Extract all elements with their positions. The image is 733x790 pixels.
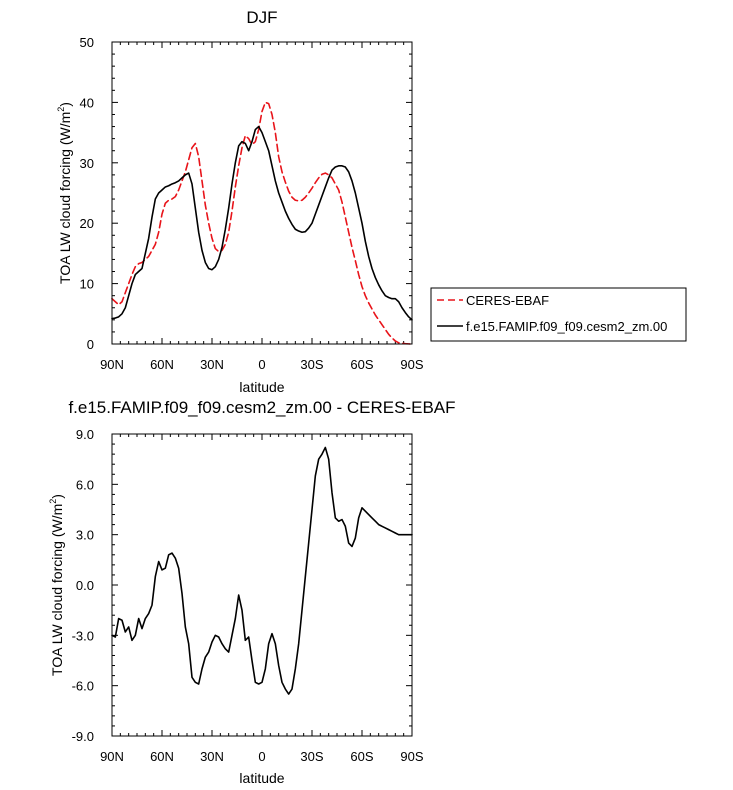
y-tick-label: 0 [87,337,94,352]
y-axis-label-superscript: 2 [48,499,58,504]
x-tick-label: 90N [100,357,124,372]
x-tick-label: 30N [200,357,224,372]
chart-title: f.e15.FAMIP.f09_f09.cesm2_zm.00 - CERES-… [68,398,455,417]
y-tick-label: -3.0 [72,628,94,643]
y-axis-label-main: TOA LW cloud forcing (W/m [57,112,73,284]
series-group [111,446,413,695]
y-axis-label-main: TOA LW cloud forcing (W/m [49,504,65,676]
y-tick-labels: -9.0 -6.0 -3.0 0.0 3.0 6.0 9.0 [72,427,94,744]
x-tick-label: 90N [100,749,124,764]
legend-box [430,287,687,342]
series-line-ceres-ebaf [111,101,413,345]
legend-label-model: f.e15.FAMIP.f09_f09.cesm2_zm.00 [466,319,667,334]
y-axis-label-close: ) [49,494,65,499]
x-axis-label: latitude [239,770,284,786]
x-tick-label: 60S [350,357,373,372]
series-line-f-e15-famip-f09-f09-cesm2-zm-00 [111,125,413,321]
y-tick-labels: 0 10 20 30 40 50 [80,35,94,352]
plot-frame [111,433,413,737]
y-tick-label: 30 [80,156,94,171]
y-axis-label: TOA LW cloud forcing (W/m2) [48,494,65,676]
y-tick-label: 40 [80,95,94,110]
x-tick-label: 30S [300,749,323,764]
x-tick-labels: 90N 60N 30N 0 30S 60S 90S [100,749,424,764]
y-axis-label-superscript: 2 [56,107,66,112]
legend: CERES-EBAF f.e15.FAMIP.f09_f09.cesm2_zm.… [430,287,687,342]
chart-panel-djf: DJF 0 10 20 30 40 50 90N 60N 30N 0 30S 60S 90S lati… [56,8,687,395]
x-tick-label: 30S [300,357,323,372]
chart-panel-difference: f.e15.FAMIP.f09_f09.cesm2_zm.00 - CERES-… [48,398,456,786]
x-tick-label: 60S [350,749,373,764]
x-tick-label: 0 [258,357,265,372]
y-tick-label: 3.0 [76,528,94,543]
x-axis-label: latitude [239,379,284,395]
y-tick-label: 6.0 [76,477,94,492]
x-tick-label: 60N [150,749,174,764]
plot-frame [111,41,413,345]
x-tick-label: 30N [200,749,224,764]
y-tick-label: 0.0 [76,578,94,593]
x-tick-label: 60N [150,357,174,372]
y-tick-label: 20 [80,216,94,231]
chart-title: DJF [246,8,277,27]
x-tick-label: 90S [400,357,423,372]
y-tick-label: 9.0 [76,427,94,442]
legend-label-ceres: CERES-EBAF [466,293,549,308]
y-tick-label: 10 [80,277,94,292]
y-axis-label: TOA LW cloud forcing (W/m2) [56,102,73,284]
y-tick-label: 50 [80,35,94,50]
y-tick-label: -6.0 [72,679,94,694]
series-group [111,101,413,345]
x-tick-label: 90S [400,749,423,764]
y-tick-label: -9.0 [72,729,94,744]
y-axis-label-close: ) [57,102,73,107]
tick-marks [111,433,413,737]
x-tick-label: 0 [258,749,265,764]
series-line-difference [111,446,413,695]
x-tick-labels: 90N 60N 30N 0 30S 60S 90S [100,357,424,372]
